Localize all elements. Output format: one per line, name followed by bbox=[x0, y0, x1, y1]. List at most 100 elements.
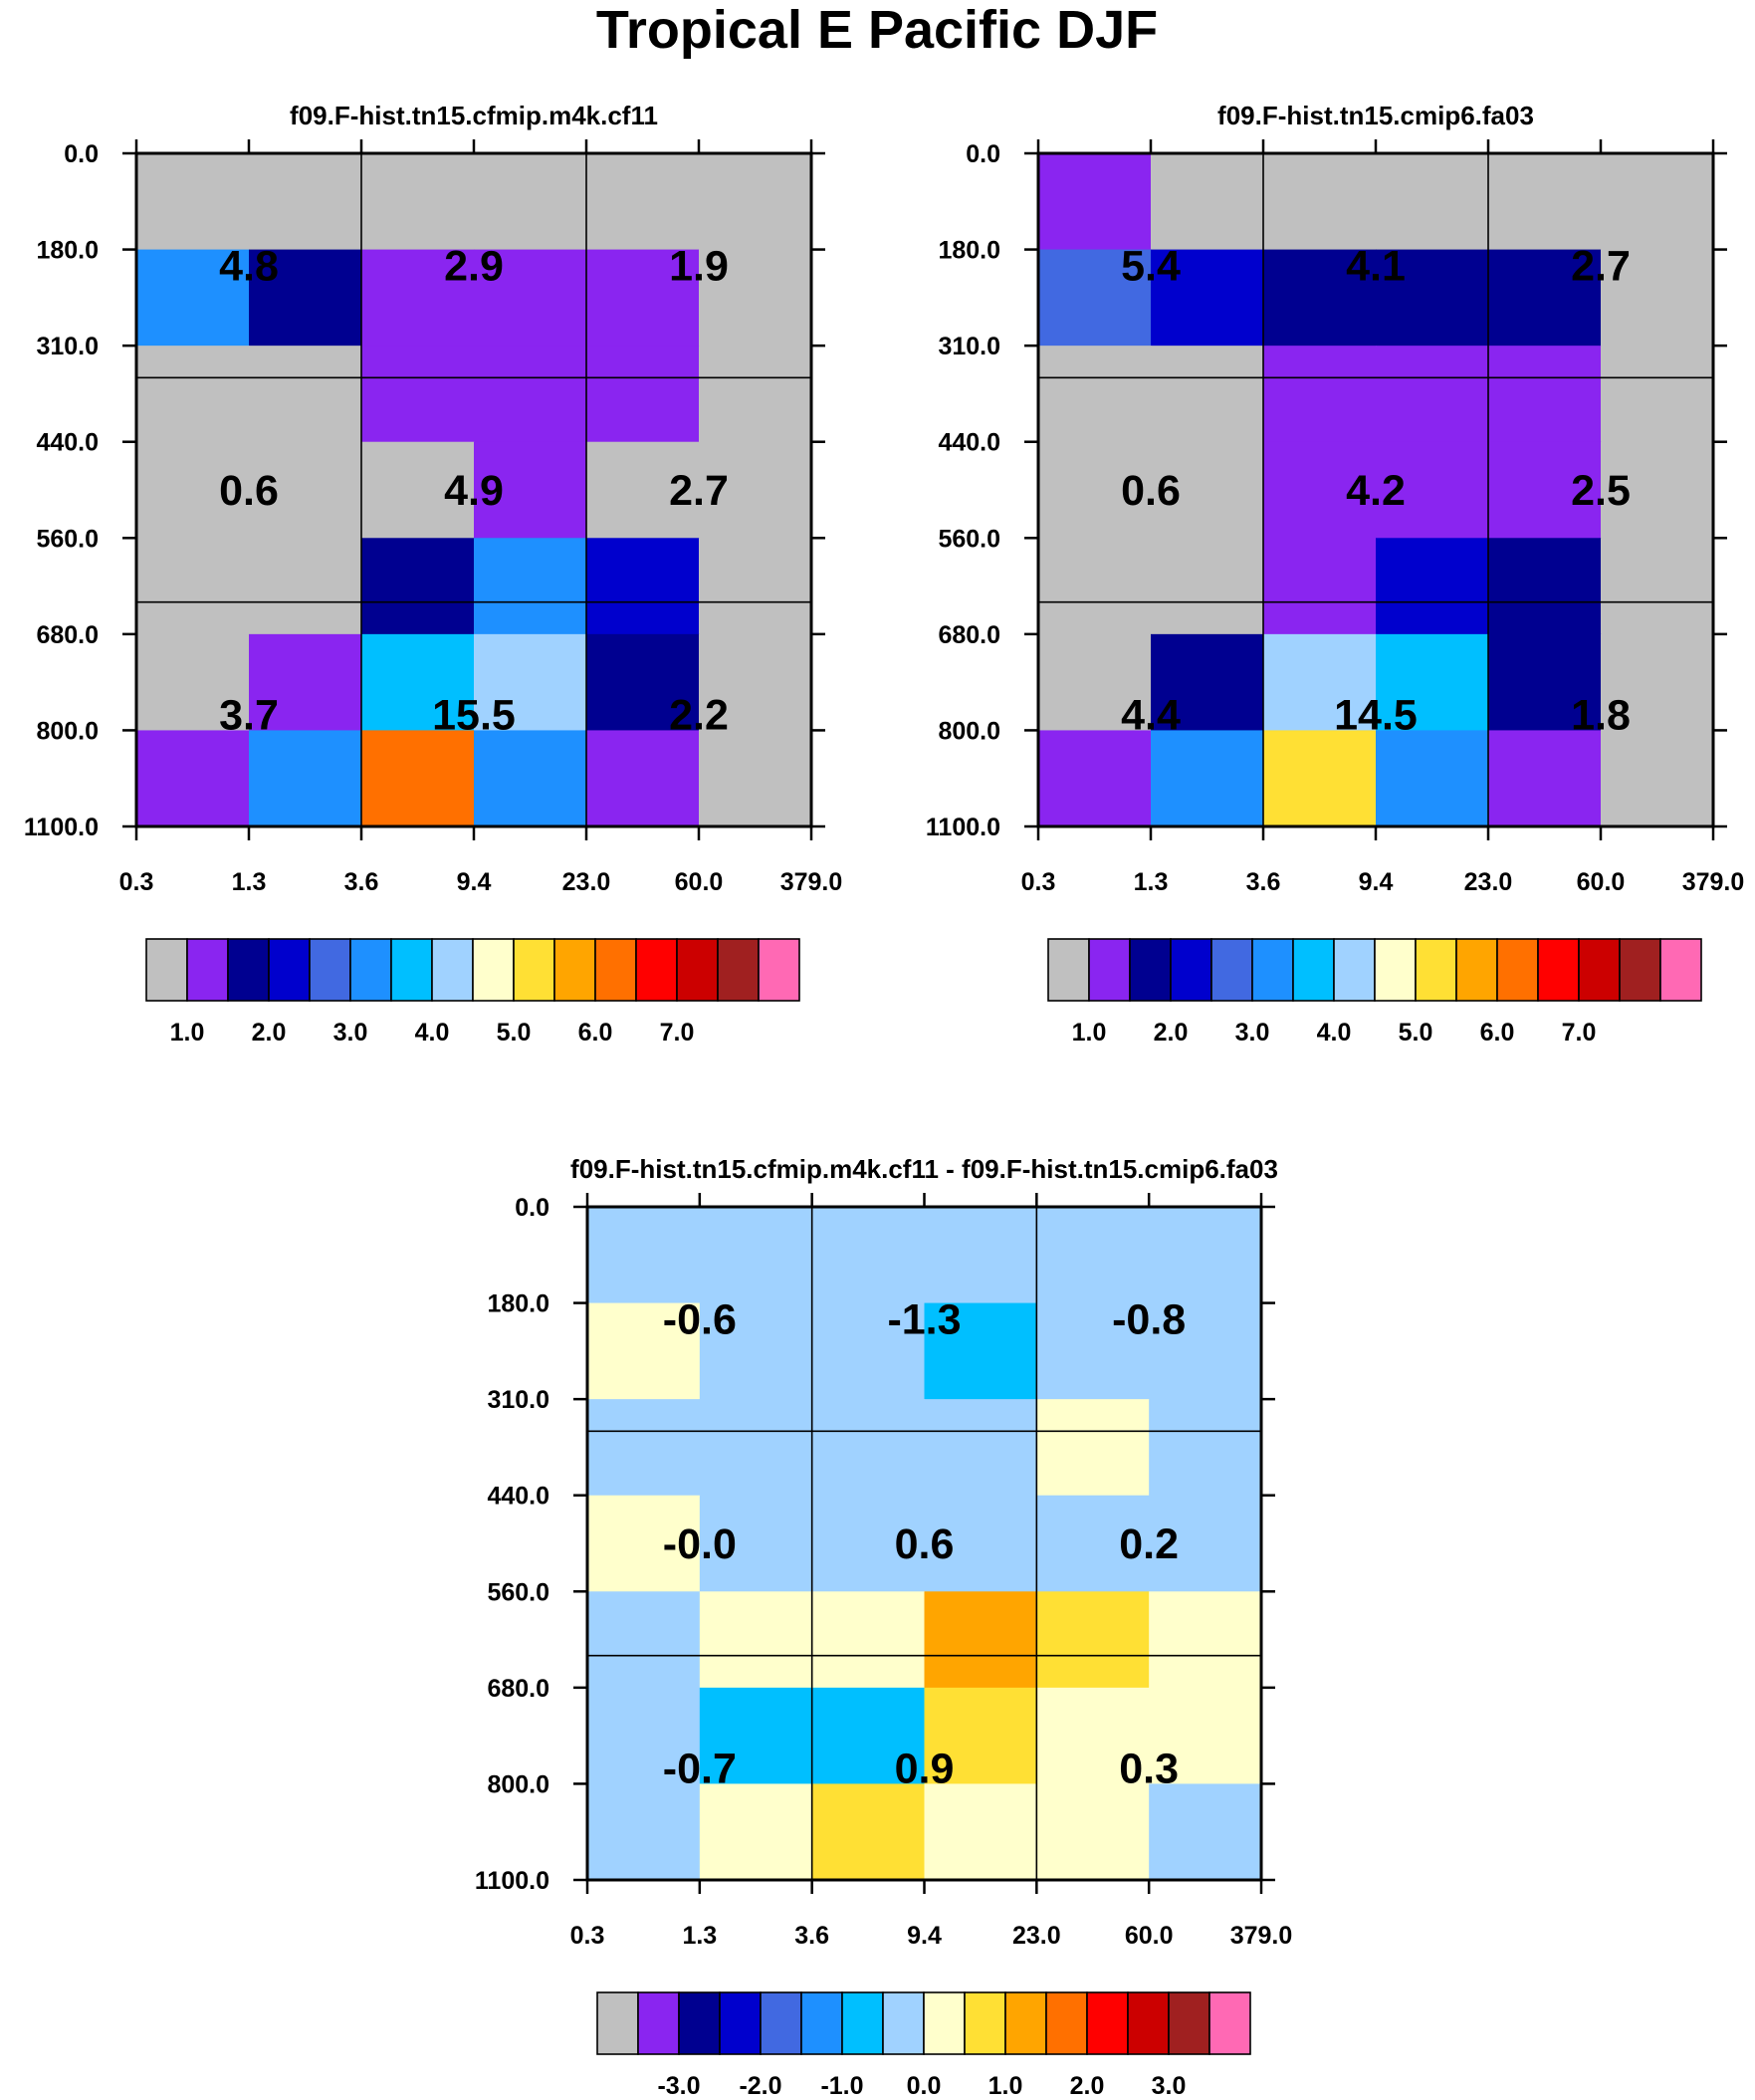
heatmap-cell bbox=[136, 153, 250, 251]
bin-value-label: 2.9 bbox=[444, 243, 504, 291]
y-tick-label: 0.0 bbox=[64, 140, 99, 168]
heatmap-cell bbox=[699, 1302, 813, 1400]
colorbar-tick-label: 7.0 bbox=[1562, 1019, 1597, 1047]
panel-1: f09.F-hist.tn15.cfmip.m4k.cf11 0.0 180.0 31… bbox=[24, 101, 842, 1047]
colorbar-swatch bbox=[1045, 1991, 1088, 2055]
heatmap-cell bbox=[1149, 1783, 1262, 1881]
heatmap-cell bbox=[587, 1687, 701, 1785]
heatmap-cell bbox=[1036, 1495, 1150, 1592]
heatmap-cell bbox=[249, 441, 362, 539]
bin-value-label: 0.3 bbox=[1119, 1745, 1179, 1792]
heatmap-cell bbox=[586, 153, 700, 251]
y-tick-label: 440.0 bbox=[36, 429, 99, 457]
bin-value-label: 1.8 bbox=[1571, 691, 1631, 739]
heatmap-cell bbox=[1151, 538, 1264, 635]
colorbar-tick-label: 5.0 bbox=[1399, 1019, 1433, 1047]
y-tick-label: 0.0 bbox=[966, 140, 1000, 168]
heatmap-cell bbox=[811, 1302, 926, 1400]
heatmap-cell bbox=[474, 249, 587, 347]
bin-value-label: 2.7 bbox=[1571, 243, 1631, 291]
colorbar-tick-label: -1.0 bbox=[820, 2072, 863, 2100]
colorbar-swatch bbox=[186, 938, 229, 1002]
heatmap-cell bbox=[249, 538, 362, 635]
heatmap-cell bbox=[1036, 1783, 1150, 1881]
bin-value-label: 0.6 bbox=[1121, 467, 1181, 515]
heatmap-cell bbox=[1151, 346, 1264, 443]
y-tick-label: 180.0 bbox=[487, 1290, 549, 1318]
y-tick-label: 560.0 bbox=[938, 525, 1000, 553]
heatmap-cell bbox=[474, 633, 587, 732]
x-tick-label: 0.3 bbox=[570, 1922, 605, 1950]
bin-value-label: 0.6 bbox=[219, 467, 279, 515]
y-tick-label: 180.0 bbox=[938, 237, 1000, 265]
heatmap-cell bbox=[587, 1591, 701, 1689]
colorbar-swatch bbox=[800, 1991, 843, 2055]
heatmap-cell bbox=[1038, 441, 1152, 539]
colorbar-tick-label: 0.0 bbox=[907, 2072, 942, 2100]
heatmap-cell bbox=[811, 1399, 926, 1497]
bin-value-label: 0.2 bbox=[1119, 1520, 1179, 1568]
colorbar-tick-label: 2.0 bbox=[252, 1019, 287, 1047]
heatmap-cell bbox=[474, 538, 587, 635]
colorbar-swatch bbox=[1088, 938, 1131, 1002]
colorbar-tick-label: 6.0 bbox=[578, 1019, 613, 1047]
heatmap-cell bbox=[361, 730, 475, 827]
x-tick-label: 23.0 bbox=[1012, 1922, 1061, 1950]
colorbar-tick-label: 7.0 bbox=[660, 1019, 695, 1047]
heatmap-cell bbox=[1488, 153, 1602, 251]
heatmap-cell bbox=[474, 730, 587, 827]
heatmap-cell bbox=[924, 1207, 1037, 1304]
bin-value-label: -0.0 bbox=[663, 1520, 737, 1568]
heatmap-cell bbox=[1601, 249, 1714, 347]
y-tick-label: 310.0 bbox=[36, 333, 99, 360]
x-tick-label: 379.0 bbox=[1682, 868, 1745, 896]
x-tick-label: 9.4 bbox=[457, 868, 492, 896]
colorbar-swatch bbox=[758, 938, 800, 1002]
heatmap-cell bbox=[136, 633, 250, 732]
y-tick-label: 1100.0 bbox=[926, 814, 1000, 841]
heatmap-cell bbox=[811, 1783, 926, 1881]
bin-value-label: -0.7 bbox=[663, 1745, 737, 1792]
y-tick-label: 0.0 bbox=[515, 1194, 549, 1222]
heatmap-cell bbox=[811, 1591, 926, 1689]
colorbar-swatch bbox=[1292, 938, 1335, 1002]
y-tick-label: 440.0 bbox=[938, 429, 1000, 457]
heatmap-cell bbox=[1038, 633, 1152, 732]
heatmap-cell bbox=[1036, 1399, 1150, 1497]
colorbar-swatch bbox=[1415, 938, 1457, 1002]
colorbar-swatch bbox=[594, 938, 637, 1002]
bin-value-label: 4.8 bbox=[219, 243, 279, 291]
heatmap-cell bbox=[474, 153, 587, 251]
heatmap-cell bbox=[1488, 633, 1602, 732]
colorbar-tick-label: 1.0 bbox=[170, 1019, 205, 1047]
colorbar-swatch bbox=[676, 938, 719, 1002]
y-tick-label: 680.0 bbox=[938, 621, 1000, 649]
heatmap-cell bbox=[587, 1495, 701, 1592]
colorbar-swatch bbox=[1374, 938, 1417, 1002]
heatmap-cell bbox=[1601, 538, 1714, 635]
colorbar-tick-label: 4.0 bbox=[1317, 1019, 1352, 1047]
colorbar-swatch bbox=[637, 1991, 680, 2055]
heatmap-cell bbox=[1263, 730, 1377, 827]
y-tick-label: 800.0 bbox=[487, 1770, 549, 1798]
y-tick-label: 1100.0 bbox=[475, 1867, 549, 1895]
heatmap-cell bbox=[1601, 153, 1714, 251]
heatmap-cell bbox=[1376, 538, 1489, 635]
x-tick-label: 3.6 bbox=[794, 1922, 829, 1950]
heatmap-cell bbox=[924, 1495, 1037, 1592]
heatmap-cell bbox=[361, 538, 475, 635]
heatmap-cell bbox=[1038, 346, 1152, 443]
heatmap-cell bbox=[361, 153, 475, 251]
colorbar-swatch bbox=[596, 1991, 639, 2055]
x-tick-label: 9.4 bbox=[907, 1922, 942, 1950]
colorbar-swatch bbox=[1170, 938, 1212, 1002]
colorbar-swatch bbox=[1127, 1991, 1170, 2055]
colorbar-swatch bbox=[1047, 938, 1090, 1002]
heatmap-cell bbox=[1376, 730, 1489, 827]
heatmap-cell bbox=[586, 249, 700, 347]
y-tick-label: 680.0 bbox=[487, 1675, 549, 1703]
colorbar-swatch bbox=[227, 938, 270, 1002]
colorbar-tick-label: 6.0 bbox=[1480, 1019, 1515, 1047]
heatmap-cell bbox=[1151, 153, 1264, 251]
heatmap-cell bbox=[699, 1495, 813, 1592]
